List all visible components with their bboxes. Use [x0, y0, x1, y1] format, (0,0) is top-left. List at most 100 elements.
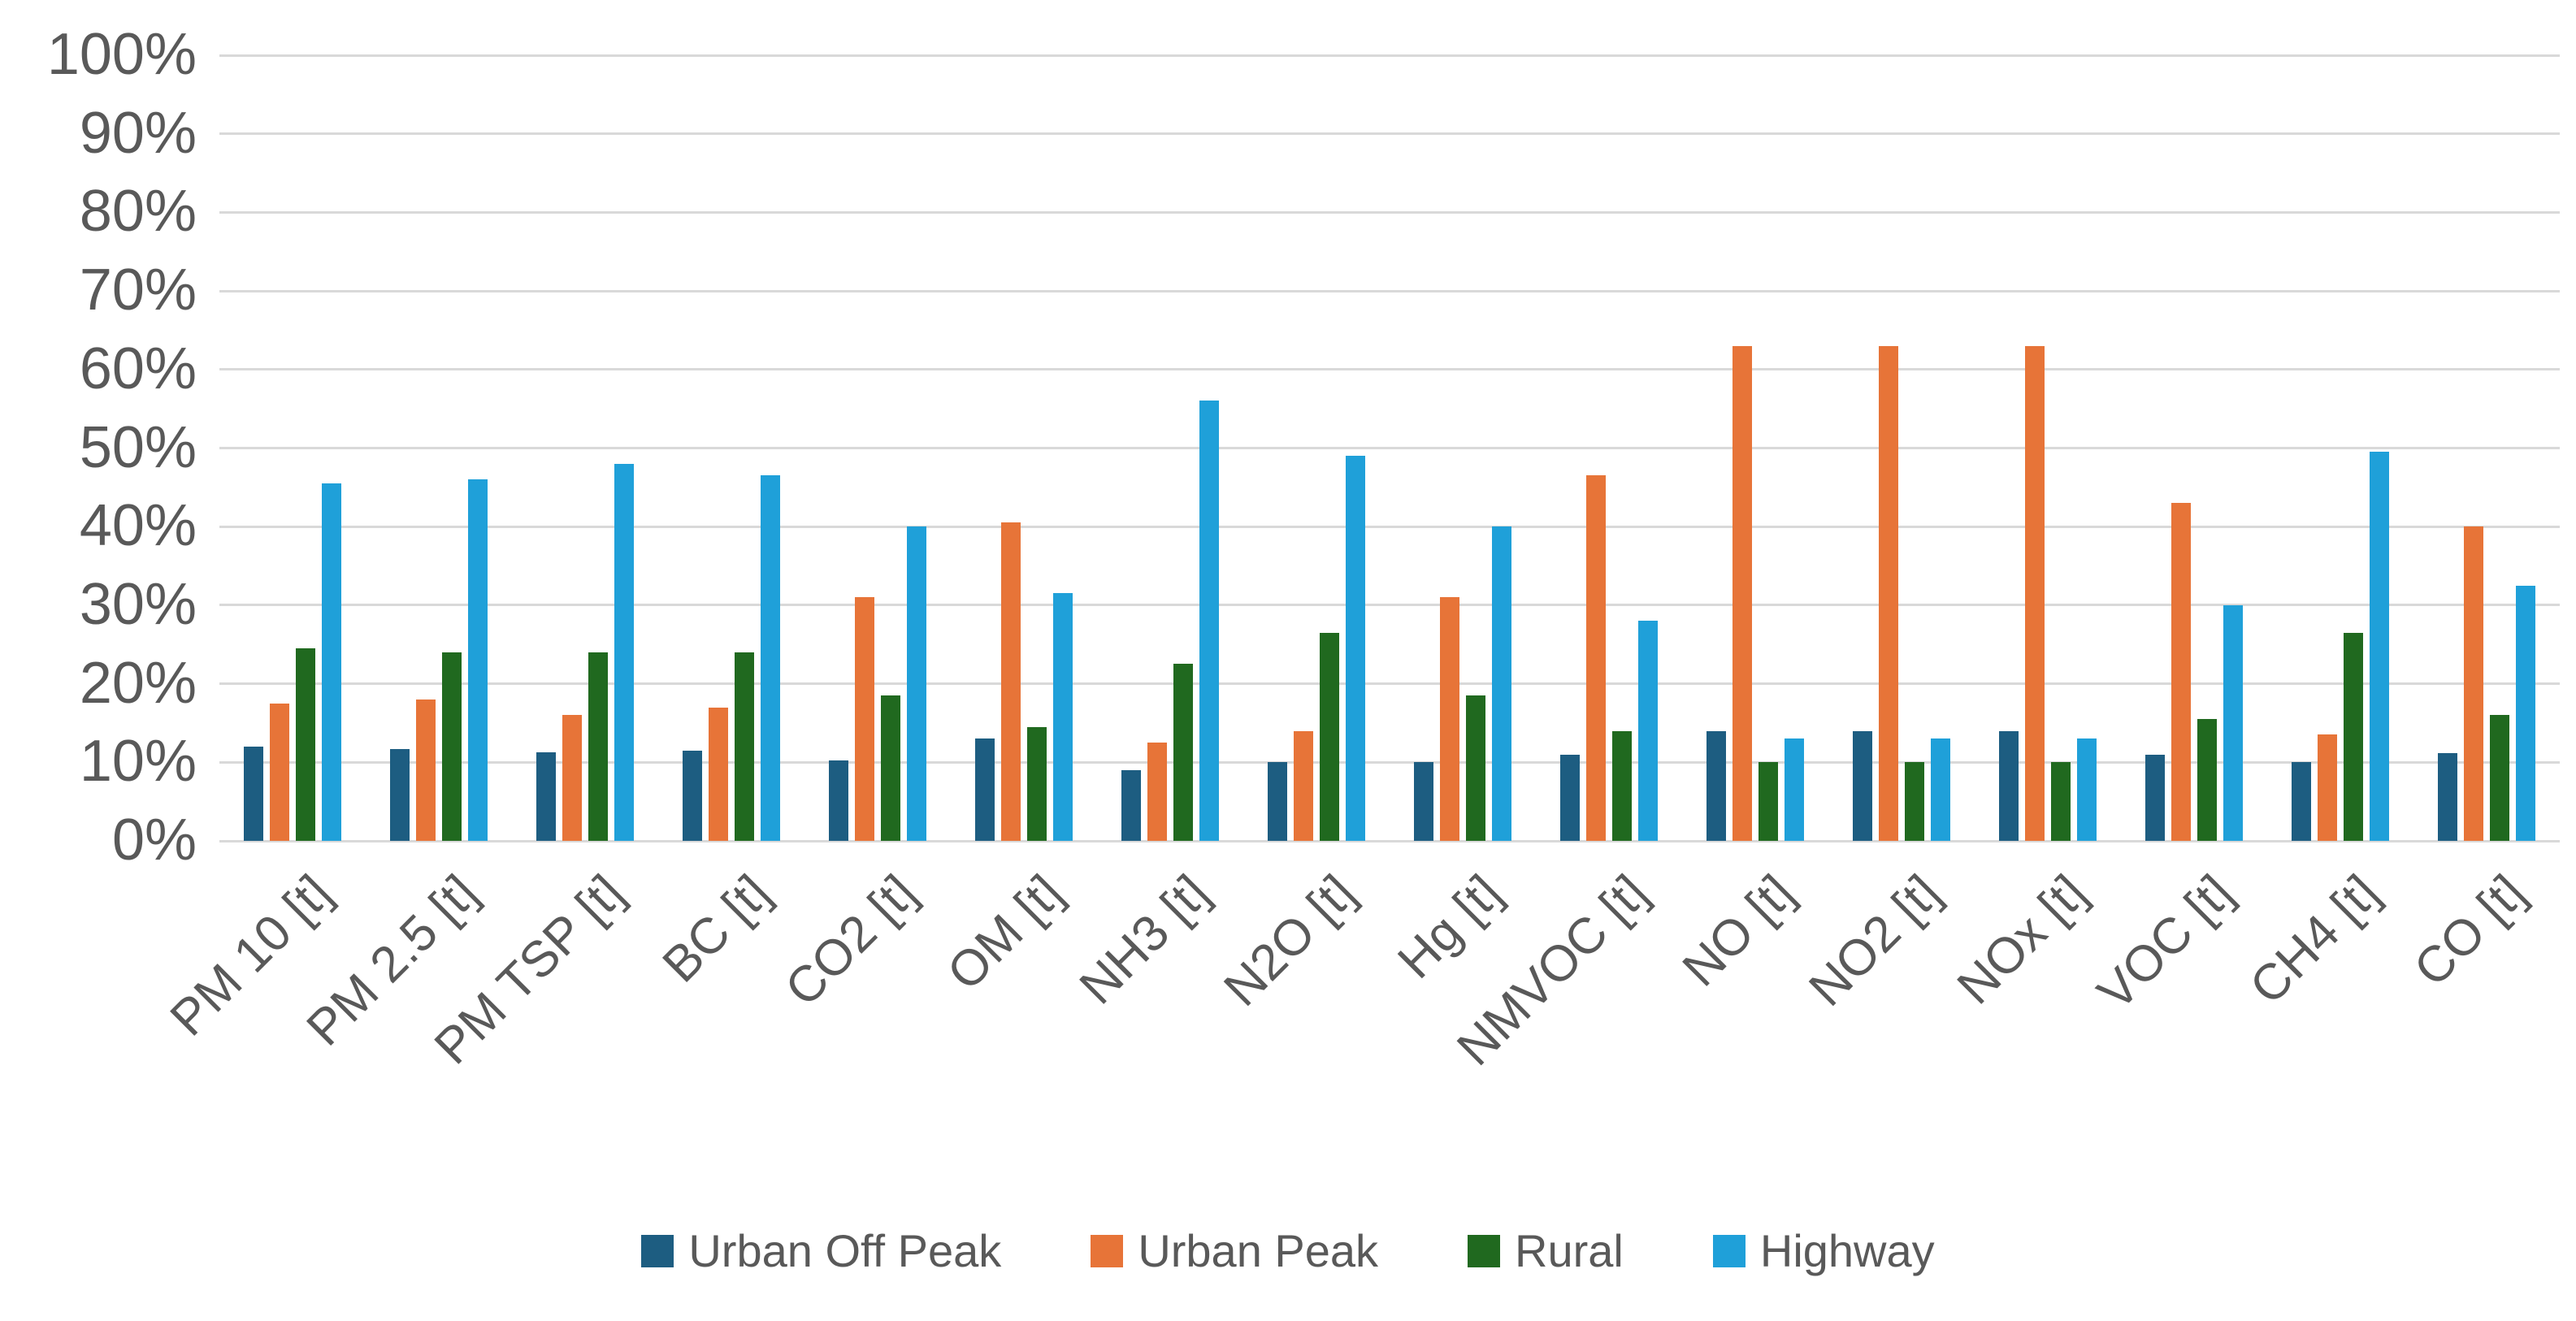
bar-urban-peak-NO-[t]	[1733, 345, 1752, 841]
bar-rural-NOx-[t]	[2051, 762, 2071, 841]
x-category-label-BC-[t]: BC [t]	[652, 864, 781, 994]
y-tick-label-20%: 20%	[79, 650, 197, 716]
bar-urban-peak-PM-10-[t]	[270, 703, 289, 841]
bar-urban-off-peak-CH4-[t]	[2292, 762, 2311, 841]
bar-urban-peak-NH3-[t]	[1147, 743, 1167, 841]
y-tick-label-60%: 60%	[79, 336, 197, 401]
bar-highway-VOC-[t]	[2223, 604, 2243, 841]
bar-rural-BC-[t]	[735, 652, 754, 841]
bar-highway-PM-TSP-[t]	[614, 463, 634, 841]
x-category-label-NO2-[t]: NO2 [t]	[1798, 864, 1951, 1017]
bar-highway-CO-[t]	[2516, 585, 2535, 841]
y-tick-label-50%: 50%	[79, 414, 197, 480]
y-tick-label-100%: 100%	[46, 22, 197, 87]
bar-urban-off-peak-NH3-[t]	[1121, 769, 1141, 841]
bar-urban-peak-BC-[t]	[709, 707, 728, 841]
x-category-label-NO-[t]: NO [t]	[1672, 864, 1805, 998]
bar-urban-peak-OM-[t]	[1001, 522, 1021, 841]
bar-rural-CH4-[t]	[2344, 632, 2363, 841]
legend-swatch-icon	[1468, 1235, 1501, 1267]
bar-urban-off-peak-CO2-[t]	[829, 760, 848, 841]
bar-highway-Hg-[t]	[1492, 526, 1511, 841]
x-category-label-NOx-[t]: NOx [t]	[1946, 864, 2097, 1016]
bar-urban-off-peak-NO2-[t]	[1853, 730, 1872, 841]
gridline-50%	[219, 447, 2560, 449]
bar-highway-NH3-[t]	[1199, 401, 1219, 841]
bar-rural-CO-[t]	[2490, 715, 2509, 841]
legend-item-urban-off-peak: Urban Off Peak	[641, 1228, 1001, 1274]
gridline-10%	[219, 760, 2560, 764]
bar-highway-PM-10-[t]	[322, 483, 341, 841]
gridline-60%	[219, 368, 2560, 371]
bar-rural-NH3-[t]	[1173, 664, 1193, 841]
bar-highway-N2O-[t]	[1346, 456, 1365, 841]
bar-rural-NMVOC-[t]	[1612, 730, 1632, 841]
gridline-30%	[219, 604, 2560, 607]
chart-legend: Urban Off Peak Urban Peak Rural Highway	[0, 1228, 2576, 1274]
bar-urban-peak-N2O-[t]	[1294, 730, 1313, 841]
bar-urban-off-peak-NO-[t]	[1706, 730, 1726, 841]
bar-urban-peak-NOx-[t]	[2025, 345, 2045, 841]
y-tick-label-30%: 30%	[79, 571, 197, 637]
bar-urban-off-peak-PM-10-[t]	[244, 746, 263, 841]
bar-urban-peak-NO2-[t]	[1879, 345, 1898, 841]
bar-urban-off-peak-N2O-[t]	[1268, 762, 1287, 841]
legend-item-highway: Highway	[1712, 1225, 1935, 1276]
bar-urban-off-peak-BC-[t]	[683, 750, 702, 841]
gridline-90%	[219, 132, 2560, 136]
bar-rural-N2O-[t]	[1320, 632, 1339, 841]
gridline-80%	[219, 210, 2560, 214]
legend-label: Highway	[1759, 1225, 1935, 1276]
bar-rural-CO2-[t]	[881, 695, 900, 841]
bar-urban-peak-Hg-[t]	[1440, 597, 1459, 841]
bar-rural-OM-[t]	[1027, 726, 1047, 841]
bar-urban-peak-CO-[t]	[2464, 526, 2483, 841]
bar-highway-CO2-[t]	[907, 526, 926, 841]
gridline-100%	[219, 54, 2560, 57]
bar-highway-NO-[t]	[1785, 738, 1804, 841]
bar-highway-OM-[t]	[1053, 593, 1073, 841]
y-tick-label-70%: 70%	[79, 258, 197, 323]
legend-label: Urban Peak	[1138, 1225, 1379, 1276]
bar-rural-NO-[t]	[1759, 762, 1778, 841]
y-tick-label-40%: 40%	[79, 493, 197, 559]
bar-rural-VOC-[t]	[2197, 719, 2217, 841]
bar-urban-off-peak-PM-2.5-[t]	[390, 748, 410, 841]
x-category-label-CH4-[t]: CH4 [t]	[2239, 864, 2390, 1016]
x-category-label-CO-[t]: CO [t]	[2403, 864, 2536, 998]
bar-rural-Hg-[t]	[1466, 695, 1485, 841]
x-category-label-VOC-[t]: VOC [t]	[2087, 864, 2244, 1021]
bar-urban-peak-NMVOC-[t]	[1586, 475, 1606, 841]
gridline-40%	[219, 525, 2560, 528]
legend-swatch-icon	[1091, 1235, 1124, 1267]
legend-label: Urban Off Peak	[688, 1225, 1002, 1276]
bar-urban-off-peak-NOx-[t]	[1999, 730, 2019, 841]
bar-urban-peak-CO2-[t]	[855, 597, 874, 841]
x-category-label-Hg-[t]: Hg [t]	[1387, 864, 1512, 990]
y-tick-label-10%: 10%	[79, 729, 197, 795]
bar-urban-peak-CH4-[t]	[2318, 734, 2337, 841]
x-category-label-N2O-[t]: N2O [t]	[1213, 864, 1366, 1017]
bar-rural-PM-2.5-[t]	[442, 652, 462, 841]
bar-rural-PM-TSP-[t]	[588, 652, 608, 841]
bar-rural-NO2-[t]	[1905, 762, 1924, 841]
x-category-label-OM-[t]: OM [t]	[936, 864, 1073, 1002]
bar-urban-peak-VOC-[t]	[2171, 503, 2191, 841]
bar-highway-CH4-[t]	[2370, 452, 2389, 841]
legend-label: Rural	[1515, 1225, 1624, 1276]
legend-swatch-icon	[1712, 1235, 1746, 1267]
bar-highway-NO2-[t]	[1931, 738, 1950, 841]
legend-item-urban-peak: Urban Peak	[1091, 1228, 1378, 1274]
bar-rural-PM-10-[t]	[296, 648, 315, 841]
x-axis-line	[219, 839, 2560, 842]
bar-urban-peak-PM-TSP-[t]	[562, 715, 582, 841]
bar-urban-off-peak-OM-[t]	[975, 738, 995, 841]
bar-highway-NOx-[t]	[2077, 738, 2097, 841]
y-tick-label-80%: 80%	[79, 179, 197, 245]
bar-urban-off-peak-Hg-[t]	[1414, 762, 1433, 841]
y-tick-label-90%: 90%	[79, 100, 197, 166]
bar-urban-peak-PM-2.5-[t]	[416, 699, 436, 841]
legend-item-rural: Rural	[1468, 1228, 1624, 1274]
bar-urban-off-peak-NMVOC-[t]	[1560, 754, 1580, 841]
